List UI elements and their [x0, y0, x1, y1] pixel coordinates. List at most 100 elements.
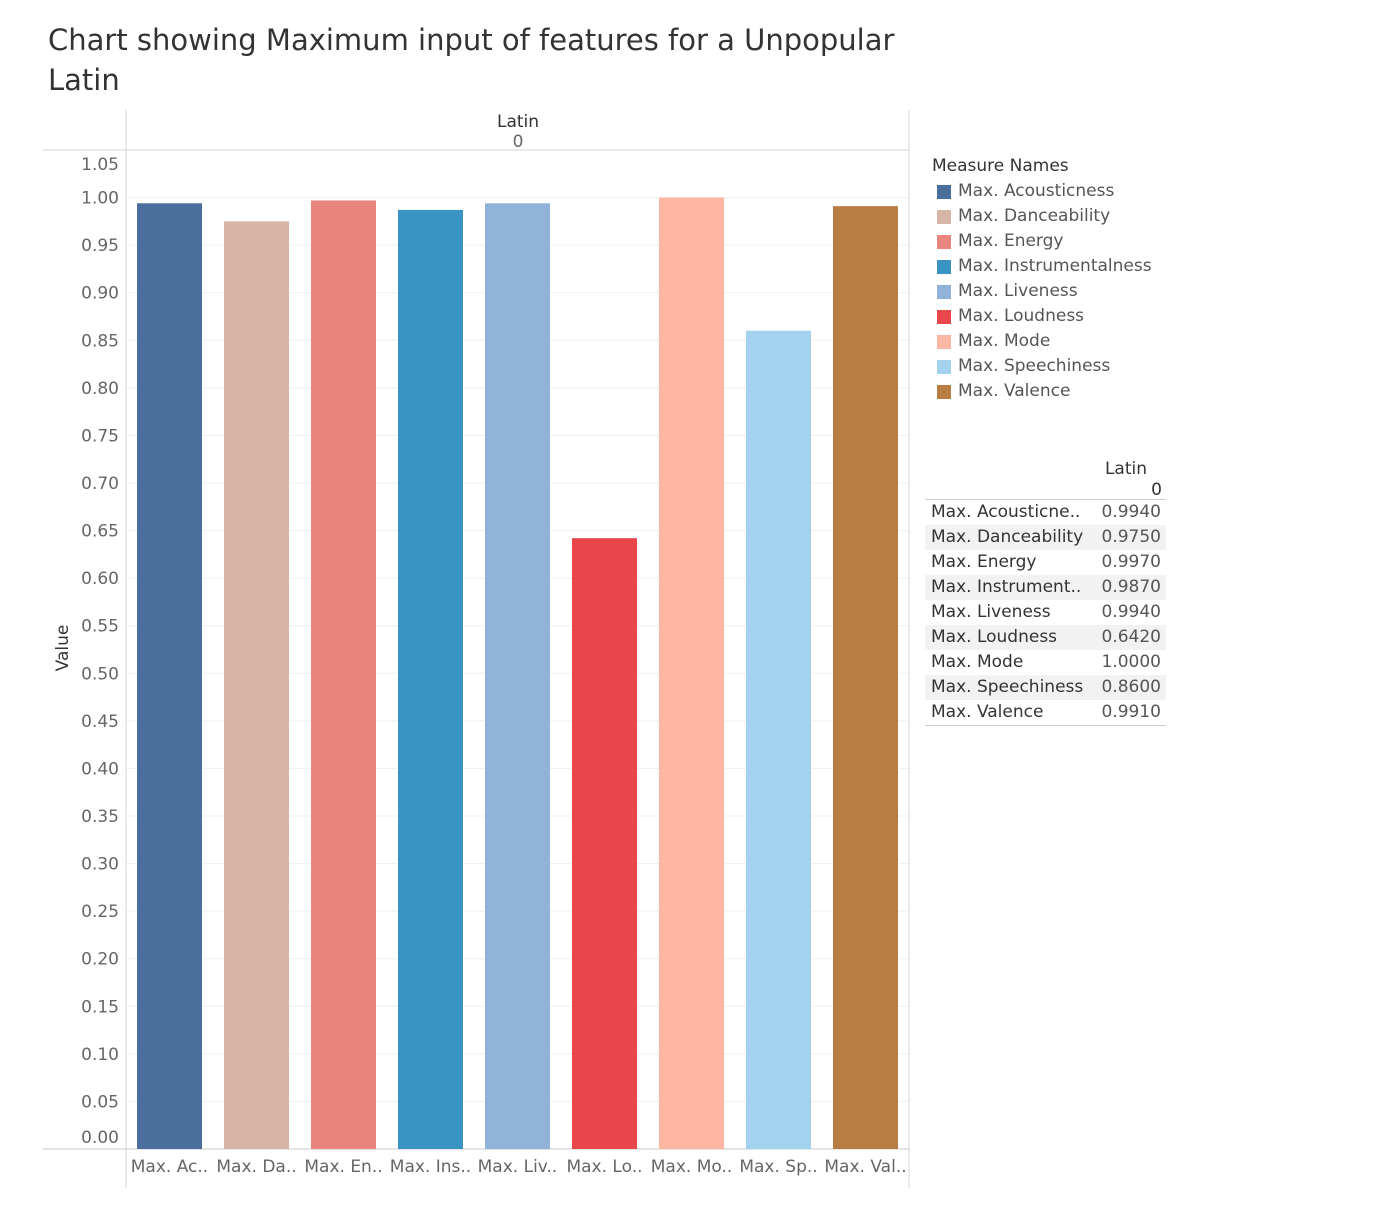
legend-swatch — [937, 309, 951, 324]
table-column-header: Latin — [1104, 459, 1147, 479]
legend-label: Max. Loudness — [958, 306, 1085, 326]
legend-swatch — [937, 209, 951, 224]
bar — [833, 206, 898, 1150]
legend-swatch — [937, 384, 951, 399]
legend-label: Max. Acousticness — [958, 181, 1115, 201]
legend-swatch — [937, 359, 951, 374]
legend-title: Measure Names — [932, 156, 1069, 176]
chart-frame — [43, 110, 910, 1188]
y-tick-label: 0.45 — [81, 712, 119, 732]
legend-swatch — [937, 184, 951, 199]
y-tick-label: 0.70 — [81, 474, 119, 494]
bar — [746, 330, 811, 1149]
bar — [311, 200, 376, 1149]
legend-label: Max. Energy — [958, 231, 1064, 251]
table-row: Max. Liveness 0.9940 — [925, 600, 1166, 625]
table-row-label: Max. Mode — [931, 652, 1024, 672]
y-tick-label: 0.85 — [81, 331, 119, 351]
table-row: Max. Energy 0.9970 — [925, 550, 1166, 575]
column-header-label: Latin — [497, 112, 539, 132]
y-tick-label: 0.00 — [81, 1128, 119, 1148]
y-tick-label: 0.80 — [81, 379, 119, 399]
table-row: Max. Danceability 0.9750 — [925, 525, 1166, 550]
legend-item[interactable]: Max. Mode — [932, 329, 1232, 354]
value-table: Latin 0 Max. Acousticne.. 0.9940 Max. Danc… — [925, 457, 1166, 726]
legend-items: Max. Acousticness Max. Danceability Max. E… — [932, 179, 1232, 404]
legend-swatch — [937, 334, 951, 349]
legend-swatch — [937, 259, 951, 274]
table-row-value: 0.9750 — [1101, 527, 1161, 547]
y-tick-label: 0.15 — [81, 997, 119, 1017]
y-tick-label: 0.50 — [81, 664, 119, 684]
table-row-value: 0.9940 — [1101, 602, 1161, 622]
table-header: Latin 0 — [925, 457, 1166, 500]
table-row-value: 0.9910 — [1101, 702, 1161, 722]
legend-label: Max. Danceability — [958, 206, 1111, 226]
x-tick-label: Max. Lo.. — [566, 1157, 642, 1177]
bar — [224, 221, 289, 1149]
y-tick-label: 0.10 — [81, 1045, 119, 1065]
y-tick-label: 0.65 — [81, 522, 119, 542]
table-row: Max. Acousticne.. 0.9940 — [925, 500, 1166, 525]
y-tick-label: 0.95 — [81, 236, 119, 256]
bar — [659, 197, 724, 1150]
table-row-value: 0.8600 — [1101, 677, 1161, 697]
table-row: Max. Speechiness 0.8600 — [925, 675, 1166, 700]
x-tick-label: Max. Val.. — [824, 1157, 906, 1177]
y-tick-label: 0.90 — [81, 284, 119, 304]
legend-item[interactable]: Max. Acousticness — [932, 179, 1232, 204]
table-row-label: Max. Liveness — [931, 602, 1051, 622]
y-tick-label: 0.05 — [81, 1092, 119, 1112]
y-tick-label: 0.25 — [81, 902, 119, 922]
x-tick-label: Max. En.. — [304, 1157, 382, 1177]
table-row-value: 0.9970 — [1101, 552, 1161, 572]
table-row-label: Max. Loudness — [931, 627, 1058, 647]
legend-label: Max. Mode — [958, 331, 1051, 351]
bar-chart: Latin 0 Value 0.000.050.100.150.200.250.… — [43, 110, 910, 1188]
x-tick-label: Max. Mo.. — [651, 1157, 733, 1177]
bar — [485, 203, 550, 1149]
x-tick-label: Max. Ac.. — [131, 1157, 208, 1177]
y-axis-ticks: 0.00 0.05 0.10 0.15 0.20 0.25 0.30 0.35 0.40 0.45… — [81, 155, 119, 1148]
legend-item[interactable]: Max. Energy — [932, 229, 1232, 254]
x-tick-label: Max. Sp.. — [739, 1157, 817, 1177]
table-row-label: Max. Energy — [931, 552, 1037, 572]
table-row-label: Max. Danceability — [931, 527, 1084, 547]
table-row: Max. Valence 0.9910 — [925, 700, 1166, 725]
y-tick-label: 0.20 — [81, 950, 119, 970]
legend-label: Max. Valence — [958, 381, 1071, 401]
y-tick-label: 0.35 — [81, 807, 119, 827]
table-row: Max. Instrument.. 0.9870 — [925, 575, 1166, 600]
table-row-label: Max. Valence — [931, 702, 1044, 722]
table-row: Max. Mode 1.0000 — [925, 650, 1166, 675]
table-row: Max. Loudness 0.6420 — [925, 625, 1166, 650]
table-row-value: 1.0000 — [1101, 652, 1161, 672]
legend-item[interactable]: Max. Valence — [932, 379, 1232, 404]
legend-label: Max. Instrumentalness — [958, 256, 1152, 276]
legend-swatch — [937, 284, 951, 299]
y-tick-label: 0.40 — [81, 759, 119, 779]
legend-item[interactable]: Max. Danceability — [932, 204, 1232, 229]
y-tick-label: 0.75 — [81, 426, 119, 446]
y-tick-label: 1.00 — [81, 189, 119, 209]
table-rows: Max. Acousticne.. 0.9940 Max. Danceability… — [925, 500, 1166, 725]
table-row-label: Max. Speechiness — [931, 677, 1084, 697]
y-tick-label: 0.60 — [81, 569, 119, 589]
bar — [398, 209, 463, 1149]
table-row-label: Max. Instrument.. — [931, 577, 1082, 597]
x-axis-ticks: Max. Ac.. Max. Da.. Max. En.. Max. Ins.. Max… — [131, 1157, 907, 1177]
y-tick-label: 0.55 — [81, 617, 119, 637]
table-bottom-border — [925, 725, 1166, 726]
legend-item[interactable]: Max. Liveness — [932, 279, 1232, 304]
legend-swatch — [937, 234, 951, 249]
chart-title: Chart showing Maximum input of features … — [48, 23, 895, 97]
y-tick-label: 1.05 — [81, 155, 119, 175]
legend-item[interactable]: Max. Loudness — [932, 304, 1232, 329]
legend-item[interactable]: Max. Speechiness — [932, 354, 1232, 379]
bar — [572, 538, 637, 1149]
bar — [137, 203, 202, 1149]
legend-label: Max. Liveness — [958, 281, 1078, 301]
y-axis-label: Value — [53, 625, 73, 672]
table-row-label: Max. Acousticne.. — [931, 502, 1081, 522]
legend-item[interactable]: Max. Instrumentalness — [932, 254, 1232, 279]
